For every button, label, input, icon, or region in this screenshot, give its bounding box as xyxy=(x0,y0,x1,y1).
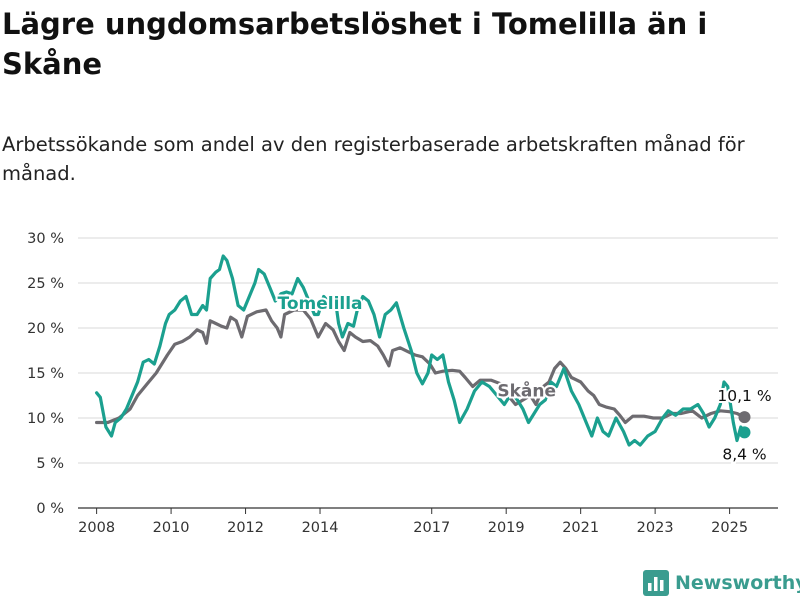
chart-subtitle: Arbetssökande som andel av den registerb… xyxy=(2,133,745,185)
end-value-label: 10,1 % xyxy=(717,387,771,405)
x-tick-label: 2017 xyxy=(413,520,450,536)
series-lines xyxy=(95,254,751,447)
x-tick-label: 2010 xyxy=(153,520,190,536)
axes: 0 % 5 % 10 % 15 % 20 % 25 % 30 % 2008 2010 2012 20… xyxy=(27,231,748,536)
series-end-point-tomelilla xyxy=(738,426,751,439)
x-tick-label: 2012 xyxy=(227,520,264,536)
series-line-skåne xyxy=(95,308,747,425)
y-tick-label: 0 % xyxy=(36,501,64,517)
annotations: Tomelilla Skåne 10,1 % 8,4 % xyxy=(275,292,773,465)
bar-chart-logo-icon xyxy=(643,570,669,596)
brand-name: Newsworthy xyxy=(675,572,800,594)
series-end-point-skåne xyxy=(738,411,751,424)
x-tick-label: 2014 xyxy=(302,520,339,536)
y-tick-label: 30 % xyxy=(27,231,64,247)
end-value-label: 8,4 % xyxy=(722,445,766,463)
y-tick-label: 10 % xyxy=(27,411,64,427)
brand-logo[interactable]: Newsworthy xyxy=(643,567,800,599)
y-tick-label: 25 % xyxy=(27,276,64,292)
series-label: Skåne xyxy=(497,379,556,401)
x-tick-label: 2021 xyxy=(562,520,599,536)
x-tick-label: 2023 xyxy=(637,520,674,536)
x-tick-label: 2008 xyxy=(78,520,115,536)
y-tick-label: 20 % xyxy=(27,321,64,337)
chart-title: Lägre ungdomsarbetslöshet i Tomelilla än… xyxy=(2,7,708,81)
y-tick-label: 15 % xyxy=(27,366,64,382)
y-tick-label: 5 % xyxy=(36,456,64,472)
x-tick-label: 2025 xyxy=(711,520,748,536)
x-tick-label: 2019 xyxy=(488,520,525,536)
series-line-tomelilla xyxy=(95,254,747,447)
series-label: Tomelilla xyxy=(277,294,362,314)
